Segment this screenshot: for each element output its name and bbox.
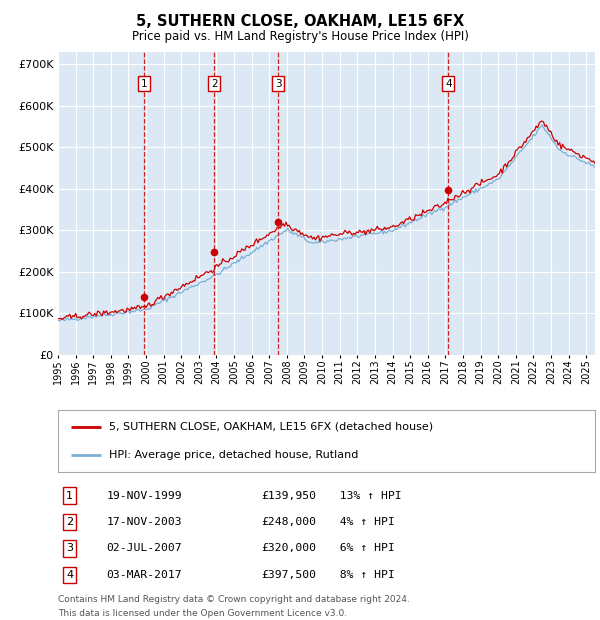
Text: 8% ↑ HPI: 8% ↑ HPI bbox=[326, 570, 395, 580]
Text: 3: 3 bbox=[275, 79, 281, 89]
Text: Price paid vs. HM Land Registry's House Price Index (HPI): Price paid vs. HM Land Registry's House … bbox=[131, 30, 469, 43]
Text: 19-NOV-1999: 19-NOV-1999 bbox=[106, 490, 182, 500]
Text: HPI: Average price, detached house, Rutland: HPI: Average price, detached house, Rutl… bbox=[109, 450, 358, 460]
Text: 17-NOV-2003: 17-NOV-2003 bbox=[106, 517, 182, 527]
Text: This data is licensed under the Open Government Licence v3.0.: This data is licensed under the Open Gov… bbox=[58, 609, 347, 618]
Text: 4: 4 bbox=[66, 570, 73, 580]
Text: £320,000: £320,000 bbox=[261, 543, 316, 554]
Text: 4: 4 bbox=[445, 79, 452, 89]
Text: Contains HM Land Registry data © Crown copyright and database right 2024.: Contains HM Land Registry data © Crown c… bbox=[58, 595, 410, 604]
Text: 1: 1 bbox=[140, 79, 147, 89]
Text: £397,500: £397,500 bbox=[261, 570, 316, 580]
Text: 5, SUTHERN CLOSE, OAKHAM, LE15 6FX: 5, SUTHERN CLOSE, OAKHAM, LE15 6FX bbox=[136, 14, 464, 29]
Text: 03-MAR-2017: 03-MAR-2017 bbox=[106, 570, 182, 580]
Text: 02-JUL-2007: 02-JUL-2007 bbox=[106, 543, 182, 554]
Text: 4% ↑ HPI: 4% ↑ HPI bbox=[326, 517, 395, 527]
Text: 6% ↑ HPI: 6% ↑ HPI bbox=[326, 543, 395, 554]
Text: 13% ↑ HPI: 13% ↑ HPI bbox=[326, 490, 402, 500]
Text: £248,000: £248,000 bbox=[261, 517, 316, 527]
Text: 2: 2 bbox=[211, 79, 218, 89]
Text: 2: 2 bbox=[66, 517, 73, 527]
Text: 3: 3 bbox=[67, 543, 73, 554]
Text: £139,950: £139,950 bbox=[261, 490, 316, 500]
Text: 1: 1 bbox=[67, 490, 73, 500]
Text: 5, SUTHERN CLOSE, OAKHAM, LE15 6FX (detached house): 5, SUTHERN CLOSE, OAKHAM, LE15 6FX (deta… bbox=[109, 422, 433, 432]
